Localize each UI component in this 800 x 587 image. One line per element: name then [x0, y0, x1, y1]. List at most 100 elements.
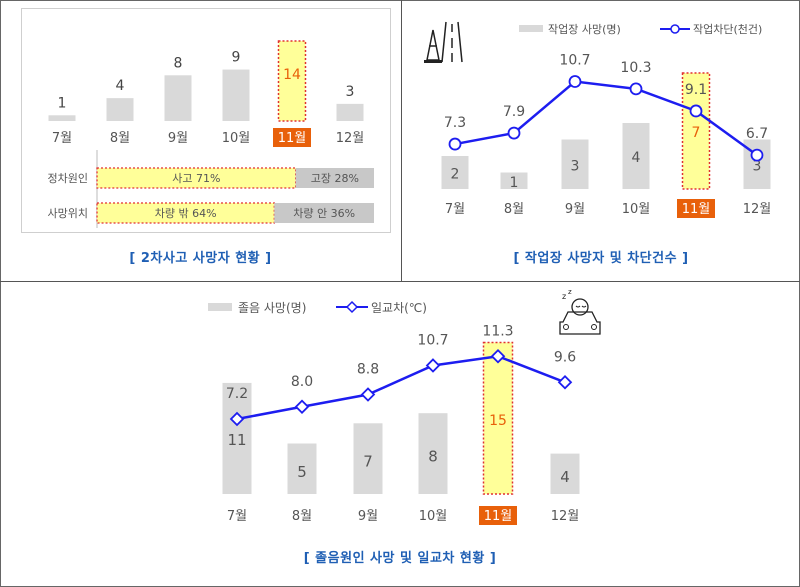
bar-label: 4	[560, 468, 570, 486]
bar-label: 3	[753, 158, 762, 174]
month-tick-label: 9월	[168, 131, 188, 146]
breakdown-primary-label: 사고 71%	[172, 172, 220, 185]
legend-line-marker	[670, 24, 680, 34]
bar	[500, 172, 528, 189]
month-tick-label: 12월	[336, 131, 365, 146]
line-value-label: 7.3	[444, 115, 466, 131]
line-value-label: 7.9	[503, 104, 525, 120]
line-value-label: 9.6	[554, 349, 576, 365]
bar	[287, 443, 317, 494]
bar-label: 3	[346, 84, 355, 100]
line-point	[557, 375, 573, 390]
line-value-label: 9.1	[685, 82, 707, 98]
line-value-label: 10.7	[417, 332, 448, 348]
legend-bar-swatch	[208, 303, 232, 311]
line-point	[689, 104, 703, 118]
bar-nov	[277, 40, 307, 122]
month-tick-label: 12월	[743, 202, 772, 217]
panel3-caption: [ 졸음원인 사망 및 일교차 현황 ]	[303, 551, 497, 566]
svg-text:z: z	[562, 292, 566, 301]
bar-label: 11	[227, 431, 246, 449]
divider-horizontal	[0, 281, 800, 282]
month-tick-label: 12월	[551, 509, 580, 524]
bar-label: 3	[571, 158, 580, 174]
breakdown-secondary-label: 차량 안 36%	[293, 207, 355, 220]
breakdown-secondary-bar	[274, 203, 374, 223]
bar-label: 8	[174, 55, 183, 71]
breakdown-secondary-bar	[295, 168, 374, 188]
legend-line-marker	[345, 300, 359, 314]
bar-label: 2	[451, 167, 460, 183]
line-point	[360, 387, 376, 402]
month-tick-label: 8월	[110, 131, 130, 146]
series-line	[236, 354, 566, 421]
month-tick-label: 11월	[278, 131, 307, 146]
month-tick-label: 9월	[565, 202, 585, 217]
line-value-label: 8.0	[291, 374, 313, 390]
month-tick-label-bg	[677, 199, 715, 218]
month-tick-label: 7월	[445, 202, 465, 217]
breakdown-row-label: 정차원인	[48, 172, 88, 185]
breakdown-secondary-label: 고장 28%	[311, 172, 359, 185]
bar	[622, 123, 650, 189]
svg-text:z: z	[568, 288, 572, 296]
panel2-caption: [ 작업장 사망자 및 차단건수 ]	[513, 251, 689, 266]
line-point	[750, 148, 764, 162]
month-tick-label: 10월	[419, 509, 448, 524]
bar	[222, 69, 250, 121]
bar	[48, 115, 76, 121]
month-tick-label: 7월	[52, 131, 72, 146]
bar	[164, 75, 192, 121]
month-tick-label-bg	[479, 506, 517, 525]
panel-drowsy-deaths: 졸음 사망(명) 일교차(℃) z z 11 7월 5 8월 7 9월 8 10월 15 11월 4 12월 7…	[0, 282, 800, 587]
bar	[222, 382, 252, 494]
month-tick-label: 9월	[358, 509, 378, 524]
breakdown-primary-label: 차량 밖 64%	[155, 207, 217, 220]
panel1-caption: [ 2차사고 사망자 현황 ]	[129, 251, 272, 266]
month-tick-label: 8월	[292, 509, 312, 524]
breakdown-primary-bar	[96, 202, 275, 224]
panel-worksite-deaths: 작업장 사망(명) 작업차단(천건) 2 7월 1 8월 3 9월 4 10월 7 11월 3 12월 7.…	[402, 0, 800, 281]
month-tick-label: 8월	[504, 202, 524, 217]
divider-vertical	[401, 0, 402, 281]
bar-label-nov: 14	[283, 67, 301, 83]
line-value-label: 8.8	[357, 362, 379, 378]
panel-secondary-accident-deaths: 1 7월 4 8월 8 9월 9 10월 14 11월 3 12월 정차원인 사고 71% 고장 28% 사망…	[0, 0, 401, 281]
legend-bar-swatch	[519, 25, 543, 32]
line-point	[629, 82, 643, 96]
line-point	[507, 126, 521, 140]
panel3-chart: 졸음 사망(명) 일교차(℃) z z 11 7월 5 8월 7 9월 8 10월 15 11월 4 12월 7…	[208, 288, 601, 525]
line-point	[490, 348, 506, 364]
bar-label-nov: 7	[692, 125, 701, 141]
bar-label-nov: 15	[489, 413, 507, 429]
bar-label: 5	[297, 463, 307, 481]
line-point	[568, 75, 582, 88]
month-tick-label: 11월	[484, 509, 513, 524]
panel1-inner-box	[21, 8, 391, 233]
legend-line-label: 작업차단(천건)	[693, 22, 762, 36]
bar	[441, 156, 469, 189]
line-value-label: 6.7	[746, 126, 768, 142]
line-value-label: 10.3	[620, 60, 651, 76]
bar	[336, 103, 364, 121]
line-point	[229, 411, 245, 427]
bar-label: 1	[510, 175, 519, 191]
bar-label: 9	[232, 50, 241, 66]
legend-bar-label: 졸음 사망(명)	[238, 301, 306, 315]
bar	[550, 453, 580, 494]
legend-bar-label: 작업장 사망(명)	[548, 23, 621, 36]
line-value-label: 10.7	[559, 53, 590, 69]
series-line	[454, 80, 758, 157]
bar-label: 7	[363, 453, 373, 471]
bar-nov	[482, 341, 514, 495]
road-work-cone-icon	[424, 21, 463, 63]
breakdown-row-label: 사망위치	[48, 207, 88, 220]
bar	[353, 423, 383, 494]
line-point	[448, 137, 462, 151]
line-value-label: 7.2	[226, 386, 248, 402]
month-tick-label: 7월	[227, 509, 247, 524]
bar-label: 4	[116, 78, 125, 94]
line-value-label: 11.3	[482, 323, 513, 339]
